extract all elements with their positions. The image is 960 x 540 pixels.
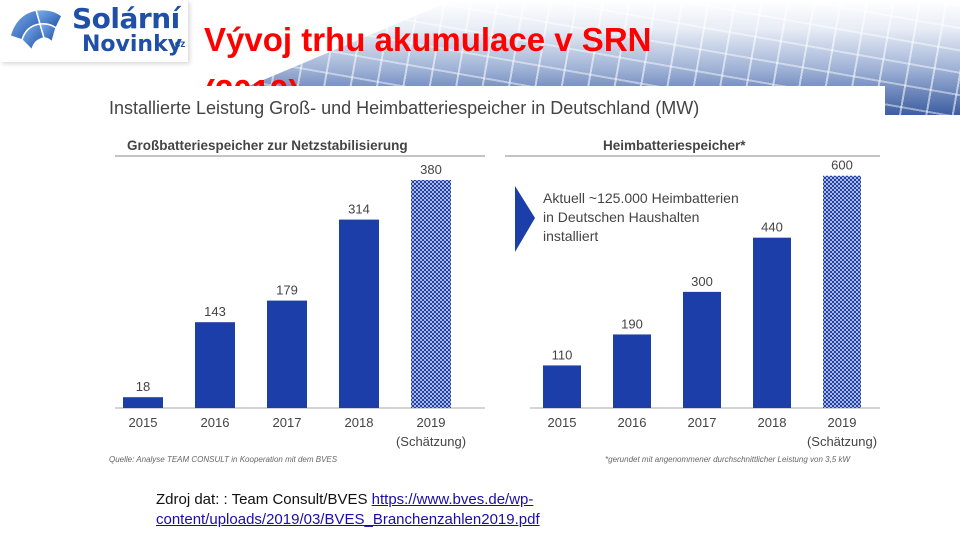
left-tick-label-2019: 2019 <box>417 415 446 430</box>
callout-line-3: installiert <box>543 228 598 244</box>
logo-text-novinky: Novinky <box>82 32 183 57</box>
left-bar-2017 <box>267 300 307 408</box>
left-tick-label-2018: 2018 <box>345 415 374 430</box>
left-bar-chart: 18 2015 143 2016 179 2017 314 2018 380 2019 (Schät… <box>115 162 485 449</box>
logo-text-solarni: Solární <box>72 2 180 35</box>
left-tick-label-2016: 2016 <box>201 415 230 430</box>
right-value-label-2017: 300 <box>691 274 713 289</box>
left-value-label-2018: 314 <box>348 202 370 217</box>
left-bar-2016 <box>195 322 235 408</box>
callout-arrow-icon <box>515 186 535 252</box>
left-estimate-label: (Schätzung) <box>396 434 466 449</box>
right-bar-2018 <box>753 237 791 408</box>
logo: Solární Novinky .cz <box>0 0 188 62</box>
left-bar-2015 <box>123 397 163 408</box>
right-tick-label-2017: 2017 <box>688 415 717 430</box>
left-tick-label-2015: 2015 <box>129 415 158 430</box>
solar-cells-icon <box>9 8 63 52</box>
right-value-label-2019: 600 <box>831 158 853 173</box>
callout-line-2: in Deutschen Haushalten <box>543 209 699 225</box>
logo-text-tld: .cz <box>172 39 186 50</box>
right-value-label-2018: 440 <box>761 220 783 235</box>
right-tick-label-2016: 2016 <box>618 415 647 430</box>
caption-prefix: Zdroj dat: : Team Consult/BVES <box>156 491 372 508</box>
right-bar-2016 <box>613 334 651 408</box>
right-value-label-2015: 110 <box>552 347 573 362</box>
left-bar-2018 <box>339 219 379 408</box>
right-bar-2019 <box>823 175 861 408</box>
chart-svg: Installierte Leistung Groß- und Heimbatt… <box>109 98 880 464</box>
left-chart-title: Großbatteriespeicher zur Netzstabilisier… <box>127 138 408 153</box>
footnote: *gerundet mit angenommener durchschnittl… <box>605 455 851 464</box>
right-estimate-label: (Schätzung) <box>807 434 877 449</box>
right-tick-label-2015: 2015 <box>548 415 577 430</box>
left-value-label-2016: 143 <box>204 304 226 319</box>
right-bar-2017 <box>683 291 721 408</box>
left-value-label-2015: 18 <box>136 379 150 394</box>
source-link[interactable]: https://www.bves.de/wp-content/uploads/2… <box>156 491 540 528</box>
right-value-label-2016: 190 <box>621 316 643 331</box>
left-tick-label-2017: 2017 <box>273 415 302 430</box>
right-tick-label-2018: 2018 <box>758 415 787 430</box>
left-value-label-2019: 380 <box>420 162 442 177</box>
right-chart-title: Heimbatteriespeicher* <box>603 138 746 153</box>
callout-line-1: Aktuell ~125.000 Heimbatterien <box>543 190 739 206</box>
source-note: Quelle: Analyse TEAM CONSULT in Kooperat… <box>109 455 338 464</box>
right-bar-2015 <box>543 365 581 408</box>
source-caption: Zdroj dat: : Team Consult/BVES https://w… <box>156 490 676 530</box>
right-tick-label-2019: 2019 <box>828 415 857 430</box>
figure-title: Installierte Leistung Groß- und Heimbatt… <box>109 98 699 118</box>
right-bar-chart: 110 2015 190 2016 300 2017 440 2018 600 2019 (Schä… <box>530 158 880 449</box>
left-value-label-2017: 179 <box>276 283 298 298</box>
chart-figure: Installierte Leistung Groß- und Heimbatt… <box>105 86 885 466</box>
slide-title: Vývoj trhu akumulace v SRN (2019) <box>204 21 652 110</box>
left-bar-2019 <box>411 180 451 408</box>
